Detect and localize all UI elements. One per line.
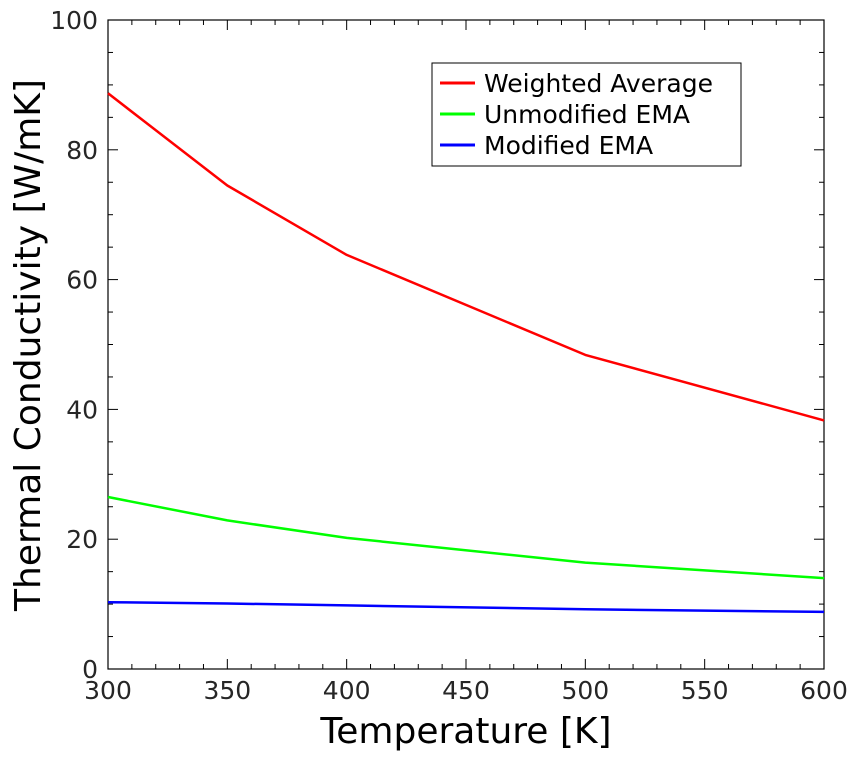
x-tick-label: 300 [84,676,132,705]
y-axis-label: Thermal Conductivity [W/mK] [8,79,49,612]
legend-box [431,62,742,167]
series-line-modified-ema [107,600,825,614]
tick-labels: 300 350 400 450 500 550 600 0 20 40 60 80 100 [50,6,848,705]
legend-label-weighted-average: Weighted Average [484,69,713,98]
y-tick-label: 60 [66,266,98,295]
y-tick-label: 80 [66,136,98,165]
x-tick-label: 350 [203,676,251,705]
x-tick-label: 500 [561,676,609,705]
y-tick-label: 100 [50,6,98,35]
series-lines [107,92,825,614]
legend-label-unmodified-ema: Unmodified EMA [484,100,690,129]
y-tick-label: 0 [82,655,98,684]
series-line-weighted-average [107,92,825,422]
x-tick-label: 400 [323,676,371,705]
legend-label-modified-ema: Modified EMA [484,131,653,160]
x-tick-label: 600 [800,676,848,705]
x-axis-label: Temperature [K] [319,711,611,752]
x-tick-label: 550 [681,676,729,705]
legend: Weighted Average Unmodified EMA Modified… [431,62,742,167]
y-tick-label: 40 [66,395,98,424]
axis-ticks [107,19,825,670]
series-line-unmodified-ema [107,495,825,580]
x-tick-label: 450 [442,676,490,705]
y-tick-label: 20 [66,525,98,554]
